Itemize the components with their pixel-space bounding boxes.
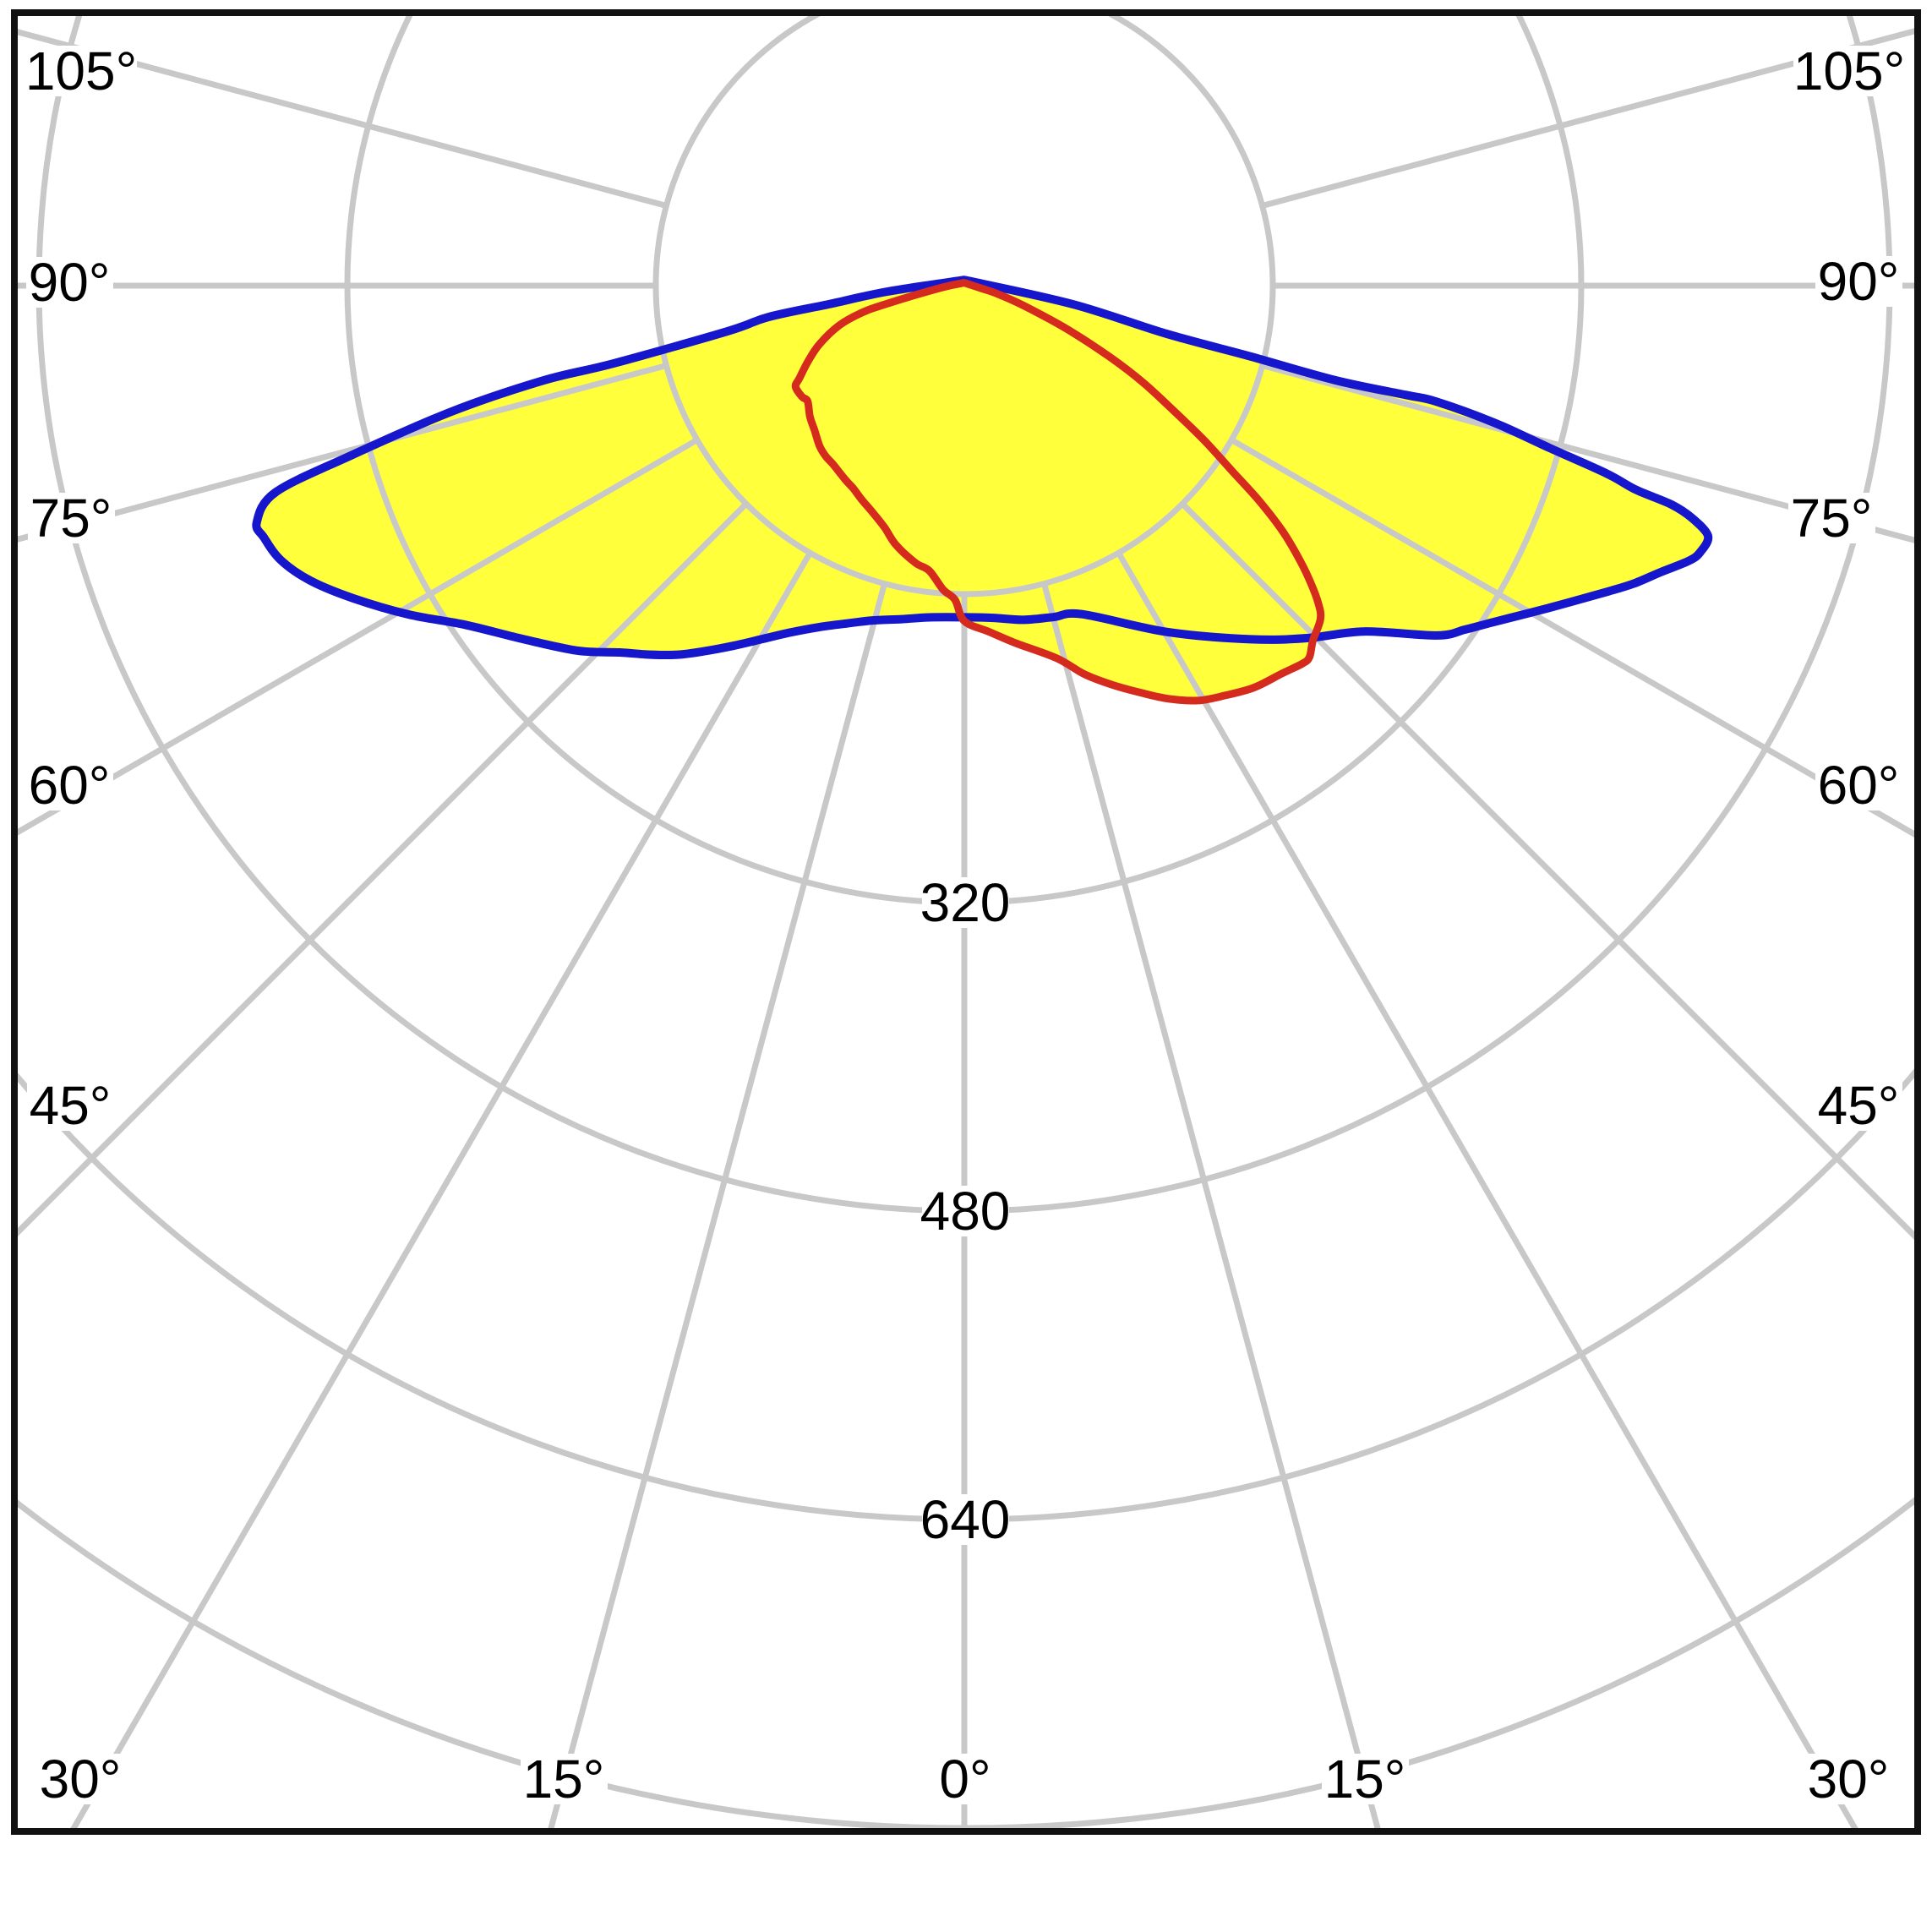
angle-label-13-box — [1322, 1754, 1409, 1804]
angle-line-105-right — [1261, 28, 1914, 209]
angle-line-45-right — [1180, 501, 1914, 1240]
angle-label-1: 90° — [29, 252, 111, 313]
angle-label-5: 105° — [1793, 41, 1905, 101]
angle-line-15-right — [1041, 582, 1381, 1828]
angle-label-2-box — [28, 493, 115, 543]
intensity-curve-layer — [252, 276, 1713, 705]
angle-label-3: 60° — [29, 755, 111, 816]
angle-line-30-left — [70, 551, 813, 1828]
angle-label-9-box — [1815, 1080, 1902, 1131]
angle-label-13: 15° — [1324, 1749, 1406, 1809]
angle-label-12-box — [934, 1754, 996, 1804]
ring-label-0: 320 — [920, 872, 1011, 933]
angle-label-4: 45° — [30, 1075, 112, 1136]
angle-label-3-box — [26, 760, 113, 810]
ring-label-2: 640 — [920, 1489, 1011, 1550]
angle-label-14-box — [1805, 1754, 1892, 1804]
angle-label-10-box — [37, 1754, 124, 1804]
angle-line-60-left — [18, 437, 699, 836]
angle-line-75-right — [1261, 363, 1914, 543]
angle-line-60-right — [1230, 437, 1914, 838]
angle-label-6: 90° — [1818, 251, 1900, 312]
angle-label-11: 15° — [523, 1749, 605, 1809]
red-curve-fill — [795, 282, 1321, 701]
angle-line-15-left — [548, 582, 887, 1828]
angle-label-6-box — [1815, 256, 1902, 307]
angle-line-30-right — [1116, 551, 1858, 1828]
ring-label-1: 480 — [920, 1181, 1011, 1242]
angle-label-7: 75° — [1791, 488, 1873, 548]
angle-label-8: 60° — [1818, 755, 1900, 816]
red-curve — [791, 279, 1325, 705]
intensity-fill-layer — [256, 280, 1709, 701]
ring-label-1-box — [922, 1186, 1009, 1236]
angle-label-7-box — [1788, 493, 1875, 543]
blue-curve — [252, 276, 1713, 660]
angle-line-45-left — [18, 501, 749, 1236]
angle-label-8-box — [1815, 760, 1902, 810]
angle-label-0: 105° — [25, 41, 137, 101]
angle-line-105-left — [18, 29, 668, 209]
angle-label-4-box — [27, 1080, 114, 1131]
angle-label-2: 75° — [30, 488, 112, 548]
plot-frame — [11, 9, 1921, 1835]
angle-label-1-box — [26, 257, 113, 308]
ring-label-0-box — [922, 877, 1009, 928]
angle-label-0-box — [25, 46, 137, 96]
ring-label-2-box — [922, 1494, 1009, 1545]
angle-label-11-box — [521, 1754, 608, 1804]
angle-label-9: 45° — [1818, 1075, 1900, 1136]
angle-label-10: 30° — [40, 1749, 122, 1809]
tick-label-layer: 105° 90° 75° 60° 45° 105° 90° 75° 60° 45° 30° 15° 0°… — [25, 41, 1905, 1809]
angle-label-5-box — [1793, 46, 1905, 96]
angle-label-14: 30° — [1808, 1749, 1890, 1809]
angle-label-12: 0° — [939, 1749, 991, 1809]
